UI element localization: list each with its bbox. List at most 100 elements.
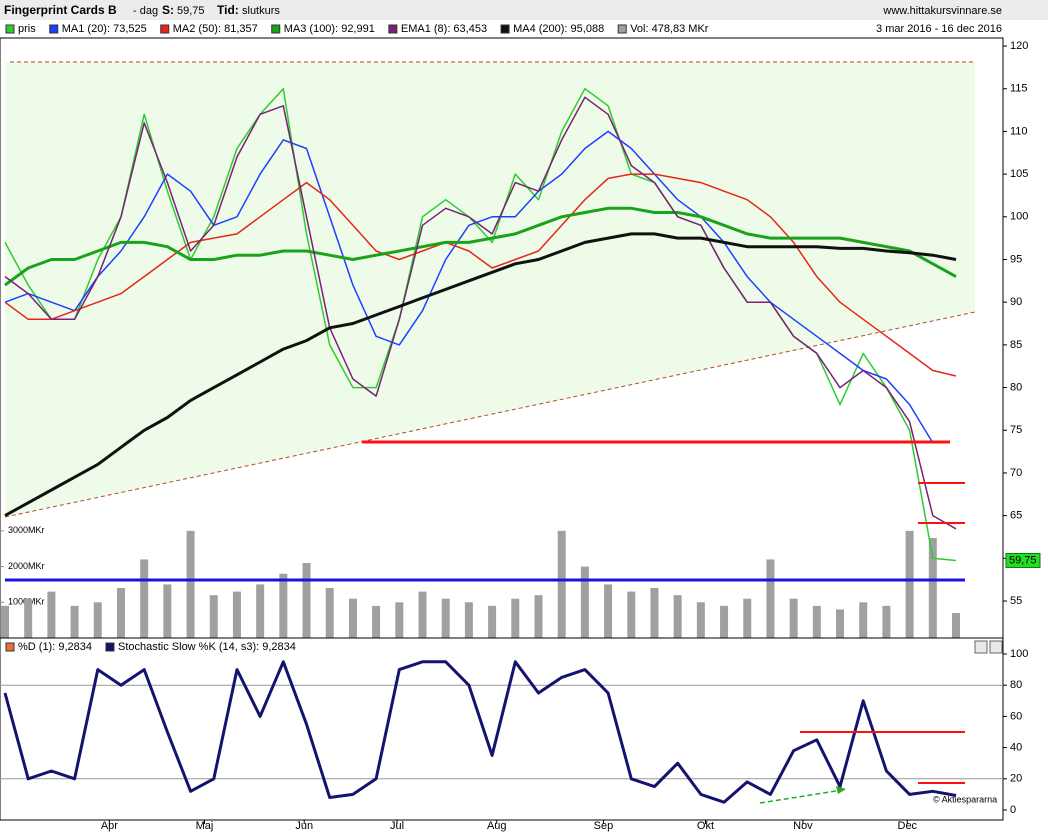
y-tick-label: 110	[1010, 125, 1028, 137]
volume-bar	[441, 598, 450, 638]
series-line	[4, 130, 934, 444]
series-line	[4, 206, 957, 287]
volume-bar	[24, 598, 33, 638]
volume-bar	[882, 605, 891, 638]
y-tick-label: 80	[1010, 381, 1022, 393]
header-site: www.hittakursvinnare.se	[882, 5, 1002, 17]
volume-bar	[766, 559, 775, 638]
legend-label: MA3 (100): 92,991	[284, 23, 375, 35]
y-tick-label: 40	[1010, 742, 1022, 754]
y-tick-label: 80	[1010, 679, 1022, 691]
volume-bar	[116, 588, 125, 638]
legend-label: MA1 (20): 73,525	[62, 23, 147, 35]
y-tick-label: 65	[1010, 510, 1022, 522]
y-tick-label: 70	[1010, 467, 1022, 479]
volume-bar	[209, 595, 218, 638]
x-tick-label: Aug	[487, 820, 507, 832]
legend-swatch	[5, 24, 15, 34]
legend-label: MA4 (200): 95,088	[513, 23, 604, 35]
volume-bar	[650, 588, 659, 638]
y-tick-label: 115	[1010, 83, 1028, 95]
legend-swatch	[500, 24, 510, 34]
volume-bar	[325, 588, 334, 638]
x-tick-label: Apr	[101, 820, 118, 832]
legend-label: Stochastic Slow %K (14, s3): 9,2834	[118, 641, 296, 653]
arrow-head	[836, 786, 846, 794]
volume-bar	[557, 530, 566, 638]
legend-label: pris	[18, 23, 36, 35]
volume-bar	[348, 598, 357, 638]
header-bar	[0, 0, 1048, 20]
volume-bar	[511, 598, 520, 638]
x-tick-label: Okt	[697, 820, 714, 832]
legend-swatch	[5, 642, 15, 652]
stoch-panel	[0, 637, 1004, 821]
volume-bar	[163, 584, 172, 638]
volume-bar	[302, 563, 311, 638]
y-tick-label: 100	[1010, 648, 1028, 660]
volume-bar	[232, 591, 241, 638]
legend-swatch	[49, 24, 59, 34]
last-value-box	[1005, 552, 1041, 568]
header-title: Fingerprint Cards B	[4, 3, 117, 17]
volume-bar	[372, 605, 381, 638]
x-tick-label: Sep	[594, 820, 614, 832]
x-tick-label: Maj	[196, 820, 214, 832]
volume-bar	[743, 598, 752, 638]
y-tick-label: 90	[1010, 296, 1022, 308]
x-tick-label: Jun	[295, 820, 313, 832]
x-tick-label: Jul	[390, 820, 404, 832]
last-value-label: 59,75	[1009, 554, 1037, 566]
x-tick-label: Dec	[898, 820, 918, 832]
header-s-label: S:	[162, 3, 174, 17]
legend-label: Vol: 478,83 MKr	[630, 23, 709, 35]
y-tick-label: 60	[1010, 710, 1022, 722]
legend-label: EMA1 (8): 63,453	[401, 23, 487, 35]
y-tick-label: 75	[1010, 424, 1022, 436]
volume-bar	[627, 591, 636, 638]
volume-bar	[70, 605, 79, 638]
x-tick-label: Nov	[793, 820, 813, 832]
y-tick-label: 55	[1010, 595, 1022, 607]
series-line	[4, 96, 957, 530]
volume-bar	[256, 584, 265, 638]
legend-swatch	[160, 24, 170, 34]
volume-bar	[534, 595, 543, 638]
legend-swatch	[271, 24, 281, 34]
volume-bar	[952, 613, 960, 638]
trend-line	[4, 311, 976, 518]
volume-bar	[604, 584, 613, 638]
header-tid-value: slutkurs	[242, 5, 280, 17]
header-range: 3 mar 2016 - 16 dec 2016	[876, 23, 1002, 35]
legend-swatch	[388, 24, 398, 34]
y-tick-label: 120	[1010, 40, 1028, 52]
volume-bar	[673, 595, 682, 638]
y2-tick-label: 3000MKr	[8, 525, 45, 535]
y-tick-label: 85	[1010, 339, 1022, 351]
volume-bar	[580, 566, 589, 638]
volume-bar	[279, 573, 288, 638]
volume-bar	[140, 559, 149, 638]
y-tick-label: 105	[1010, 168, 1028, 180]
volume-bar	[696, 602, 705, 638]
close-button[interactable]	[989, 640, 1003, 654]
legend-label: %D (1): 9,2834	[18, 641, 92, 653]
header-tid-label: Tid:	[217, 3, 239, 17]
copyright: © Aktiespararna	[933, 794, 997, 804]
volume-bar	[836, 609, 845, 638]
volume-bar	[789, 598, 798, 638]
legend-swatch	[617, 24, 627, 34]
volume-bar	[93, 602, 102, 638]
y-tick-label: 100	[1010, 211, 1028, 223]
y2-tick-label: 2000MKr	[8, 561, 45, 571]
volume-bar	[47, 591, 56, 638]
y-tick-label: 0	[1010, 804, 1016, 816]
header-period: - dag	[133, 5, 158, 17]
volume-bar	[418, 591, 427, 638]
volume-bar	[186, 530, 195, 638]
zoom-button[interactable]	[974, 640, 988, 654]
divergence-arrow	[759, 789, 843, 804]
legend-swatch	[105, 642, 115, 652]
